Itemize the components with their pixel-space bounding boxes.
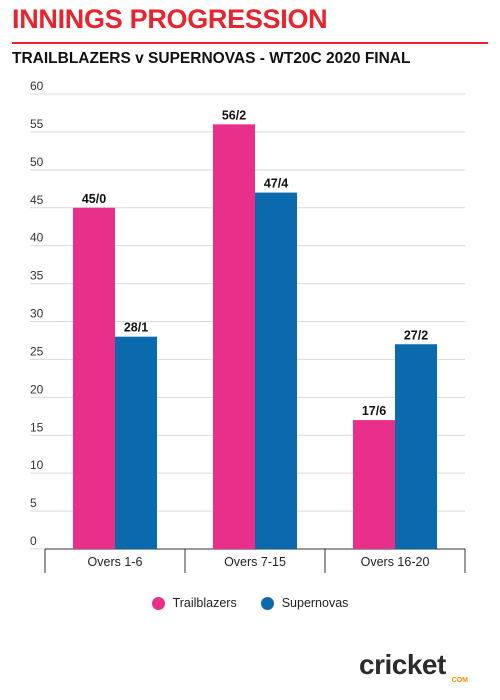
- y-tick-label: 20: [30, 382, 44, 396]
- x-tick-label: Overs 16-20: [361, 555, 430, 569]
- logo-text: cricket: [359, 649, 446, 680]
- logo-com: COM: [451, 677, 468, 684]
- bar-chart: 0 5 10 15 20 25 30 35 40 45 50 55 60 45/0 28/1 Overs 1-…: [30, 80, 466, 573]
- cricket-logo: cricket COM: [359, 650, 474, 688]
- legend-item-supernovas: Supernovas: [260, 596, 349, 610]
- y-tick-label: 55: [30, 117, 44, 131]
- y-tick-label: 15: [30, 420, 44, 434]
- legend-label-supernovas: Supernovas: [281, 596, 349, 610]
- page-title: INNINGS PROGRESSION: [12, 4, 328, 34]
- chart-subtitle: TRAILBLAZERS v SUPERNOVAS - WT20C 2020 F…: [12, 50, 411, 67]
- bar-trailblazers: [73, 207, 115, 549]
- bar-supernovas: [395, 344, 437, 549]
- title-divider: [12, 42, 488, 44]
- y-tick-label: 25: [30, 344, 44, 358]
- data-label: 47/4: [264, 177, 288, 191]
- chart-legend: Trailblazers Supernovas: [0, 596, 500, 610]
- x-tick-label: Overs 1-6: [88, 555, 143, 569]
- data-label: 28/1: [124, 321, 148, 335]
- bar-supernovas: [255, 192, 297, 549]
- y-tick-label: 40: [30, 231, 44, 245]
- legend-label-trailblazers: Trailblazers: [172, 596, 237, 610]
- bar-trailblazers: [353, 420, 395, 549]
- data-label: 17/6: [362, 404, 386, 418]
- y-tick-label: 10: [30, 458, 44, 472]
- data-label: 27/2: [404, 328, 428, 342]
- y-tick-label: 60: [30, 80, 44, 93]
- legend-swatch-trailblazers: [151, 596, 165, 610]
- legend-swatch-supernovas: [260, 596, 274, 610]
- y-tick-label: 30: [30, 307, 44, 321]
- bar-trailblazers: [213, 124, 255, 550]
- y-tick-label: 5: [30, 496, 37, 510]
- bar-supernovas: [115, 336, 157, 549]
- data-label: 45/0: [82, 192, 106, 206]
- data-label: 56/2: [222, 108, 246, 122]
- legend-item-trailblazers: Trailblazers: [151, 596, 237, 610]
- x-tick-label: Overs 7-15: [224, 555, 286, 569]
- y-tick-label: 45: [30, 193, 44, 207]
- y-tick-label: 35: [30, 269, 44, 283]
- y-tick-label: 0: [30, 534, 37, 548]
- y-tick-label: 50: [30, 155, 44, 169]
